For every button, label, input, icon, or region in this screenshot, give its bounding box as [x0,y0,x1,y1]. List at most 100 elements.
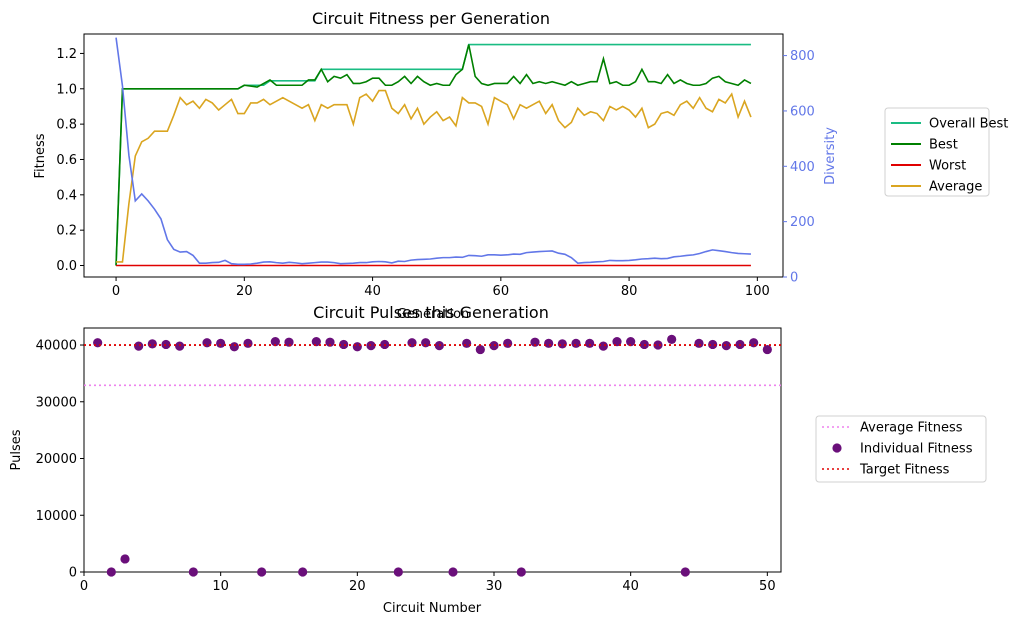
scatter-point [298,567,308,577]
scatter-point [626,337,636,347]
series-line-overall-best [115,43,751,266]
scatter-point [653,340,663,350]
y-tick-label: 0.2 [56,224,77,239]
legend-label-target-fitness: Target Fitness [859,463,950,478]
scatter-point [202,338,212,348]
scatter-point [134,341,144,351]
fitness-legend-box [884,107,990,197]
legend-label-best: Best [929,138,958,153]
y2-tick-label: 200 [790,215,815,230]
scatter-point [352,342,362,352]
scatter-point [421,338,431,348]
pulses-legend-entries: Average Fitness Individual Fitness Target … [822,421,973,478]
pulses-series-group [84,334,781,577]
scatter-point [749,338,759,348]
scatter-point [762,344,772,355]
legend-label-average-fitness: Average Fitness [860,421,963,436]
y-tick-label: 20000 [36,452,77,467]
scatter-point [311,337,321,347]
legend-label-individual-fitness: Individual Fitness [860,442,973,457]
legend-label-overall-best: Overall Best [929,117,1008,132]
fitness-chart-title: Circuit Fitness per Generation [312,9,550,28]
y-tick-label: 0 [69,566,77,581]
x-tick-label: 10 [212,579,229,594]
y-tick-label: 1.2 [56,47,77,62]
x-tick-label: 80 [621,284,638,299]
scatter-point [257,567,267,577]
fitness-legend-entries: Overall Best Best Worst Average [891,117,1008,195]
scatter-point [544,338,554,348]
scatter-point [270,337,280,347]
pulses-chart: Circuit Pulses this Generation 0 10 20 30 40… [9,303,987,616]
y2-tick-label: 800 [790,49,815,64]
fitness-chart: Circuit Fitness per Generation 0 20 40 60 80… [33,9,1008,322]
pulses-y-ticks: 0 10000 20000 30000 40000 [36,339,84,581]
scatter-point [393,567,403,577]
scatter-point [407,338,417,348]
scatter-point [694,338,704,348]
x-tick-label: 0 [80,579,88,594]
x-tick-label: 30 [486,579,503,594]
legend-swatch-individual-fitness [832,443,842,453]
scatter-point [106,567,116,577]
diversity-y-axis-label: Diversity [823,127,838,185]
scatter-point [175,341,185,351]
scatter-point [571,338,581,348]
fitness-y-axis-label: Fitness [33,133,48,178]
scatter-point [503,338,513,348]
y-tick-label: 0.0 [56,259,77,274]
y-tick-label: 0.6 [56,153,77,168]
scatter-point [530,337,540,347]
y-tick-label: 1.0 [56,82,77,97]
fitness-x-axis-label: Generation [397,307,470,322]
pulses-plot-area [83,327,782,573]
series-line-diversity [115,37,751,266]
y-tick-label: 30000 [36,395,77,410]
scatter-point [516,567,526,577]
scatter-point [339,339,349,350]
scatter-point [216,338,226,348]
x-tick-label: 20 [349,579,366,594]
scatter-point [188,567,198,577]
x-tick-label: 100 [745,284,770,299]
scatter-point [284,337,294,347]
fitness-legend: Overall Best Best Worst Average [884,107,1008,197]
fitness-plot-area [83,33,784,278]
legend-label-worst: Worst [929,159,966,174]
scatter-point [448,567,458,577]
y2-tick-label: 600 [790,104,815,119]
pulses-y-axis-label: Pulses [9,429,24,470]
fitness-series-group [115,37,752,267]
y-tick-label: 40000 [36,339,77,354]
y2-tick-label: 0 [790,271,798,286]
pulses-x-ticks: 0 10 20 30 40 50 [80,572,776,594]
scatter-point [667,334,677,344]
scatter-point [680,567,690,577]
scatter-point [721,340,731,351]
pulses-legend-box [815,415,987,483]
pulses-legend: Average Fitness Individual Fitness Target … [815,415,987,483]
scatter-point [475,344,485,355]
scatter-point [585,338,595,348]
scatter-point [708,339,718,350]
x-tick-label: 40 [622,579,639,594]
x-tick-label: 60 [493,284,510,299]
fitness-x-ticks: 0 20 40 60 80 100 [112,277,770,299]
fitness-y-ticks: 0.0 0.2 0.4 0.6 0.8 1.0 1.2 [56,47,84,274]
scatter-point [598,341,608,351]
y-tick-label: 0.4 [56,188,77,203]
pulses-chart-title: Circuit Pulses this Generation [313,303,549,322]
x-tick-label: 0 [112,284,120,299]
x-tick-label: 20 [236,284,253,299]
scatter-point [93,338,103,348]
pulses-x-axis-label: Circuit Number [383,601,482,616]
x-tick-label: 50 [759,579,776,594]
scatter-point [462,338,472,348]
scatter-point [612,337,622,347]
scatter-point [243,338,253,348]
x-tick-label: 40 [364,284,381,299]
y-tick-label: 0.8 [56,118,77,133]
scatter-point [120,554,130,564]
y2-tick-label: 400 [790,160,815,175]
